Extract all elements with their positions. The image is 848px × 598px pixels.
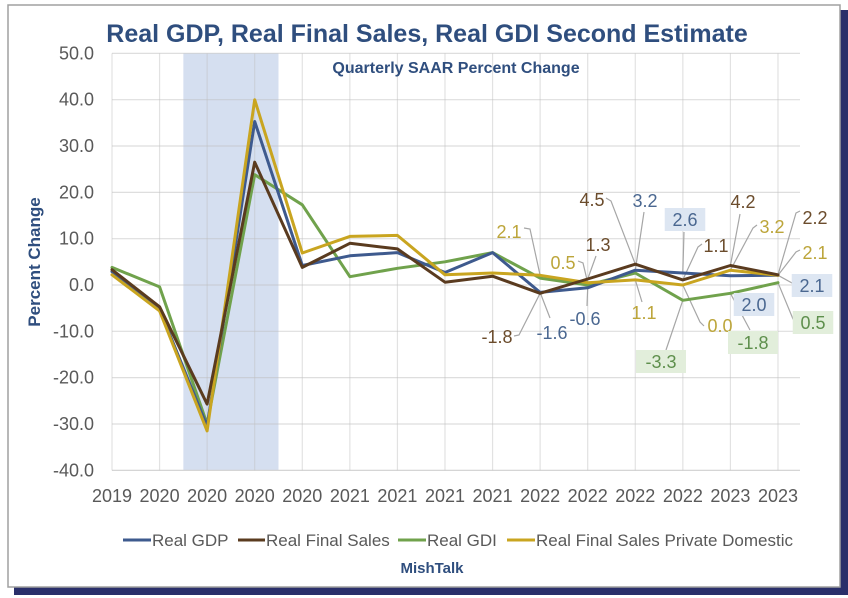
series-lines [110, 98, 780, 433]
legend-label: Real GDP [152, 531, 229, 550]
leader-line [777, 210, 801, 275]
leader-line [634, 279, 643, 303]
leader-line [777, 249, 801, 276]
y-tick-label: 0.0 [69, 275, 94, 295]
leader-line [634, 211, 645, 271]
x-tick-label: 2020 [282, 486, 322, 506]
data-label: 1.1 [631, 303, 656, 323]
leader-line [586, 287, 589, 307]
x-tick-label: 2021 [330, 486, 370, 506]
x-tick-label: 2021 [377, 486, 417, 506]
data-label: 2.2 [802, 208, 827, 228]
data-label: 2.1 [496, 222, 521, 242]
data-label: 3.2 [632, 191, 657, 211]
y-tick-label: 20.0 [59, 182, 94, 202]
source-label: MishTalk [400, 560, 464, 577]
data-label: 1.1 [703, 236, 728, 256]
legend-label: Real Final Sales Private Domestic [536, 531, 793, 550]
data-label: 2.1 [802, 243, 827, 263]
legend-item: Real Final Sales [238, 531, 390, 550]
y-tick-label: 40.0 [59, 90, 94, 110]
data-labels: 2.1-1.8 -1.60.51.3-0.64.5 3.21.12.61.10.0-… [481, 190, 834, 373]
legend: Real GDP Real Final Sales Real GDI Real Fin… [123, 531, 793, 550]
y-tick-label: 50.0 [59, 43, 94, 63]
y-tick-label: 30.0 [59, 136, 94, 156]
x-tick-label: 2020 [187, 486, 227, 506]
x-tick-label: 2023 [710, 486, 750, 506]
x-tick-label: 2020 [235, 486, 275, 506]
data-label: 3.2 [759, 217, 784, 237]
data-label: -3.3 [645, 352, 676, 372]
x-tick-label: 2022 [615, 486, 655, 506]
leader-line [682, 284, 705, 327]
data-label-box [728, 331, 778, 354]
y-tick-label: -40.0 [53, 460, 94, 480]
legend-item: Real Final Sales Private Domestic [507, 531, 793, 550]
legend-item: Real GDI [398, 531, 497, 550]
legend-label: Real Final Sales [266, 531, 390, 550]
data-label-box [636, 350, 686, 373]
legend-label: Real GDI [427, 531, 497, 550]
data-label-box [664, 208, 706, 231]
x-tick-label: 2020 [140, 486, 180, 506]
x-tick-label: 2021 [473, 486, 513, 506]
data-label: 0.5 [550, 253, 575, 273]
legend-item: Real GDP [123, 531, 229, 550]
data-label-box [792, 311, 834, 334]
data-label: 2.1 [799, 276, 824, 296]
leader-line [665, 300, 684, 351]
x-tick-label: 2022 [568, 486, 608, 506]
x-axis-ticks: 2019 2020 2020 2020 2020 2021 2021 2021 2021 2022… [92, 486, 798, 506]
chart-title: Real GDP, Real Final Sales, Real GDI Sec… [106, 20, 748, 48]
chart-subtitle: Quarterly SAAR Percent Change [332, 60, 579, 77]
data-label: 0.0 [707, 316, 732, 336]
y-tick-label: -10.0 [53, 321, 94, 341]
x-tick-label: 2022 [663, 486, 703, 506]
data-label: 1.3 [585, 235, 610, 255]
x-tick-label: 2022 [520, 486, 560, 506]
data-label: -0.6 [569, 309, 600, 329]
data-label: 2.6 [672, 210, 697, 230]
data-label: 0.5 [800, 313, 825, 333]
data-label-box [733, 293, 775, 316]
y-tick-label: 10.0 [59, 229, 94, 249]
data-label: 2.0 [741, 295, 766, 315]
y-tick-label: -20.0 [53, 368, 94, 388]
leader-line [682, 243, 703, 281]
leader-line [523, 227, 541, 276]
data-label-box [791, 274, 833, 297]
y-axis-ticks: 50.0 40.0 30.0 20.0 10.0 0.0 -10.0 -20.0 -30.0 -4… [53, 43, 94, 480]
data-label: -1.6 [536, 323, 567, 343]
leader-line [729, 224, 758, 271]
x-tick-label: 2021 [425, 486, 465, 506]
series-line-real-final-sales [110, 160, 780, 406]
leader-line [587, 255, 597, 280]
y-tick-label: -30.0 [53, 414, 94, 434]
leader-line [539, 292, 551, 319]
leader-line [729, 213, 741, 266]
y-axis-title: Percent Change [25, 197, 44, 326]
leader-line [605, 197, 636, 265]
x-tick-label: 2023 [758, 486, 798, 506]
data-label: 4.5 [579, 190, 604, 210]
series-line-real-gdi [110, 173, 780, 426]
leader-line [513, 293, 541, 337]
x-tick-label: 2019 [92, 486, 132, 506]
leader-line [577, 260, 589, 283]
data-label: 4.2 [730, 192, 755, 212]
gridlines [111, 52, 800, 471]
data-label: -1.8 [481, 327, 512, 347]
leader-line [682, 231, 685, 274]
data-label: -1.8 [737, 333, 768, 353]
